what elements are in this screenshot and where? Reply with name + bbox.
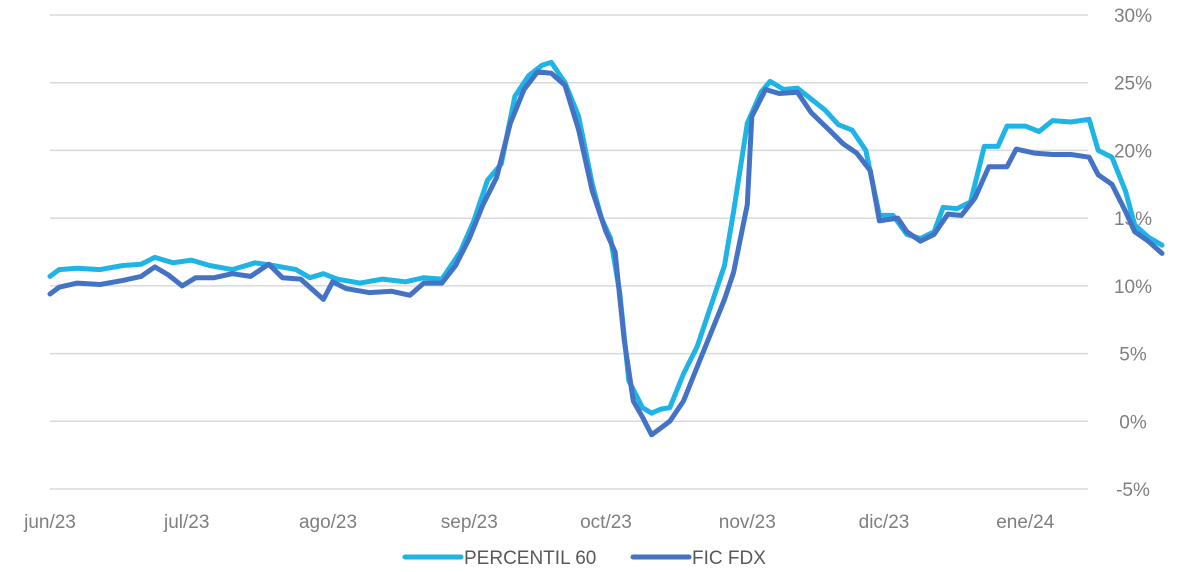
x-tick-label: jun/23 — [23, 512, 76, 533]
x-tick-label: ago/23 — [299, 512, 357, 533]
legend: PERCENTIL 60 FIC FDX — [402, 548, 766, 569]
series-lines — [47, 59, 1165, 438]
x-axis-tick-labels: jun/23 jul/23 ago/23 sep/23 oct/23 nov/23 dic/… — [23, 512, 1055, 533]
series-line-percentil-60 — [47, 59, 1165, 416]
legend-label: FIC FDX — [692, 548, 766, 569]
x-tick-label: oct/23 — [580, 512, 632, 533]
y-tick-label: 5% — [1119, 345, 1147, 366]
x-tick-label: nov/23 — [719, 512, 776, 533]
gridlines — [50, 14, 1088, 490]
x-tick-label: sep/23 — [441, 512, 498, 533]
y-tick-label: 20% — [1114, 141, 1152, 162]
y-tick-label: 30% — [1114, 6, 1152, 27]
series-line-fic-fdx — [47, 69, 1165, 438]
y-tick-label: 10% — [1114, 277, 1152, 298]
y-tick-label: 25% — [1114, 74, 1152, 95]
y-tick-label: -5% — [1116, 480, 1150, 501]
legend-label: PERCENTIL 60 — [464, 548, 596, 569]
x-tick-label: dic/23 — [859, 512, 910, 533]
y-tick-label: 0% — [1119, 412, 1147, 433]
y-axis-tick-labels: 30%25%20%15%10%5%0%-5% — [1114, 6, 1152, 501]
x-tick-label: jul/23 — [163, 512, 209, 533]
x-tick-label: ene/24 — [996, 512, 1055, 533]
